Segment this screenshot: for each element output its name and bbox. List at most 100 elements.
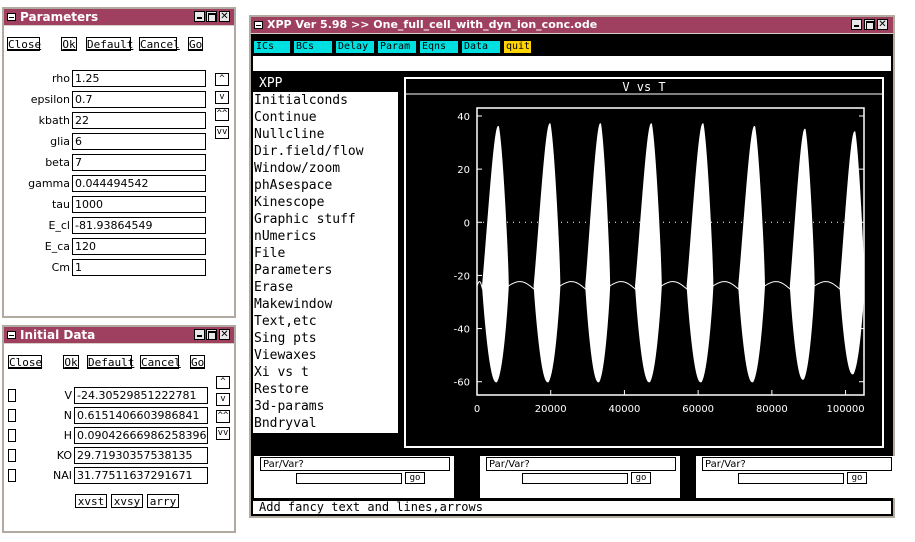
initial-data-titlebar[interactable]: Initial Data [4, 327, 234, 343]
params-scroll-up-button[interactable]: ^ [215, 73, 229, 86]
param-field-glia[interactable]: 6 [72, 133, 206, 150]
parameters-window: Parameters Close Ok Default Cancel Go ^ … [2, 7, 236, 318]
tab-delay[interactable]: Delay [336, 41, 374, 53]
param-field-e-cl[interactable]: -81.93864549 [72, 217, 206, 234]
tab-eqns[interactable]: Eqns [420, 41, 458, 53]
init-checkbox-v[interactable] [8, 389, 16, 402]
menu-item-window-zoom[interactable]: Window/zoom [254, 161, 341, 176]
init-field-v[interactable]: -24.30529851222781 [74, 387, 208, 404]
minimize-icon[interactable] [194, 11, 205, 22]
init-checkbox-nai[interactable] [8, 469, 16, 482]
init-close-button[interactable]: Close [8, 355, 43, 369]
menu-item-file[interactable]: File [254, 246, 286, 261]
tab-data[interactable]: Data [462, 41, 500, 53]
param-field-cm[interactable]: 1 [72, 259, 206, 276]
menu-item-dir-field-flow[interactable]: Dir.field/flow [254, 144, 364, 159]
initial-data-title: Initial Data [20, 328, 96, 342]
close-icon[interactable] [877, 19, 888, 30]
menu-item-text-etc[interactable]: Text,etc [254, 314, 317, 329]
tab-param[interactable]: Param [378, 41, 416, 53]
init-go-button[interactable]: Go [190, 355, 205, 369]
init-field-ko[interactable]: 29.71930357538135 [74, 447, 208, 464]
init-scroll-up-button[interactable]: ^ [216, 376, 230, 389]
init-checkbox-n[interactable] [8, 409, 16, 422]
params-page-up-button[interactable]: ^^ [215, 108, 229, 121]
xpp-titlebar[interactable]: XPP Ver 5.98 >> One_full_cell_with_dyn_i… [251, 17, 893, 33]
param-field-rho[interactable]: 1.25 [72, 70, 206, 87]
slider-go-button[interactable]: go [847, 472, 867, 484]
init-page-down-button[interactable]: vv [216, 427, 230, 440]
menu-item-viewaxes[interactable]: Viewaxes [254, 348, 317, 363]
init-cancel-button[interactable]: Cancel [140, 355, 181, 369]
slider-track[interactable] [738, 473, 844, 484]
init-field-h[interactable]: 0.09042666986258396 [74, 427, 208, 444]
init-ok-button[interactable]: Ok [63, 355, 79, 369]
slider-track[interactable] [522, 473, 628, 484]
window-menu-icon[interactable] [254, 21, 263, 29]
slider-go-button[interactable]: go [405, 472, 425, 484]
init-scroll-down-button[interactable]: v [216, 393, 230, 406]
menu-item-nullcline[interactable]: Nullcline [254, 127, 325, 142]
menu-item-parameters[interactable]: Parameters [254, 263, 333, 278]
param-field-epsilon[interactable]: 0.7 [72, 91, 206, 108]
init-page-up-button[interactable]: ^^ [216, 410, 230, 423]
params-ok-button[interactable]: Ok [61, 37, 77, 51]
params-scroll-down-button[interactable]: v [215, 91, 229, 104]
slider-panel-1: Par/Var? go [254, 456, 454, 498]
tab-quit[interactable]: quit [504, 41, 531, 53]
menu-item-numerics[interactable]: nUmerics [254, 229, 317, 244]
maximize-icon[interactable] [864, 19, 875, 30]
arry-button[interactable]: arry [147, 494, 179, 508]
init-checkbox-h[interactable] [8, 429, 16, 442]
maximize-icon[interactable] [206, 329, 217, 340]
close-icon[interactable] [219, 329, 230, 340]
param-field-gamma[interactable]: 0.044494542 [72, 175, 206, 192]
slider-par-var-field[interactable]: Par/Var? [486, 457, 676, 471]
parameters-titlebar[interactable]: Parameters [4, 9, 234, 25]
param-field-beta[interactable]: 7 [72, 154, 206, 171]
params-close-button[interactable]: Close [7, 37, 42, 51]
menu-item-phasespace[interactable]: phAsespace [254, 178, 333, 193]
command-input[interactable] [253, 56, 891, 71]
menu-item-bndryval[interactable]: Bndryval [254, 416, 317, 431]
minimize-icon[interactable] [851, 19, 862, 30]
menu-item-sing-pts[interactable]: Sing pts [254, 331, 317, 346]
x-tick-label: 60000 [682, 404, 714, 415]
params-default-button[interactable]: Default [86, 37, 134, 51]
minimize-icon[interactable] [194, 329, 205, 340]
window-menu-icon[interactable] [7, 331, 16, 339]
menu-item-erase[interactable]: Erase [254, 280, 294, 295]
xvsy-button[interactable]: xvsy [111, 494, 143, 508]
menu-item-continue[interactable]: Continue [254, 110, 317, 125]
window-menu-icon[interactable] [7, 13, 16, 21]
param-field-tau[interactable]: 1000 [72, 196, 206, 213]
slider-go-button[interactable]: go [631, 472, 651, 484]
init-checkbox-ko[interactable] [8, 449, 16, 462]
params-go-button[interactable]: Go [188, 37, 203, 51]
menu-item-initialconds[interactable]: Initialconds [254, 93, 348, 108]
init-field-nai[interactable]: 31.77511637291671 [74, 467, 208, 484]
tab-bcs[interactable]: BCs [294, 41, 332, 53]
voltage-time-plot[interactable]: V vs T 40 20 0 -20 -40 -60 0 20000 40000 60000 800… [404, 77, 884, 448]
menu-item-3d-params[interactable]: 3d-params [254, 399, 325, 414]
slider-par-var-field[interactable]: Par/Var? [702, 457, 892, 471]
params-cancel-button[interactable]: Cancel [139, 37, 180, 51]
slider-par-var-field[interactable]: Par/Var? [260, 457, 450, 471]
close-icon[interactable] [219, 11, 230, 22]
init-default-button[interactable]: Default [87, 355, 135, 369]
tab-ics[interactable]: ICs [254, 41, 290, 53]
param-field-kbath[interactable]: 22 [72, 112, 206, 129]
xvst-button[interactable]: xvst [75, 494, 107, 508]
slider-track[interactable] [296, 473, 402, 484]
plot-frame [476, 107, 865, 396]
menu-item-graphic-stuff[interactable]: Graphic stuff [254, 212, 356, 227]
maximize-icon[interactable] [206, 11, 217, 22]
menu-item-restore[interactable]: Restore [254, 382, 309, 397]
menu-item-xi-vs-t[interactable]: Xi vs t [254, 365, 309, 380]
menu-item-kinescope[interactable]: Kinescope [254, 195, 325, 210]
param-field-e-ca[interactable]: 120 [72, 238, 206, 255]
init-field-n[interactable]: 0.6151406603986841 [74, 407, 208, 424]
menu-item-makewindow[interactable]: Makewindow [254, 297, 333, 312]
params-page-down-button[interactable]: vv [215, 126, 229, 139]
param-label-epsilon: epsilon [30, 93, 70, 106]
